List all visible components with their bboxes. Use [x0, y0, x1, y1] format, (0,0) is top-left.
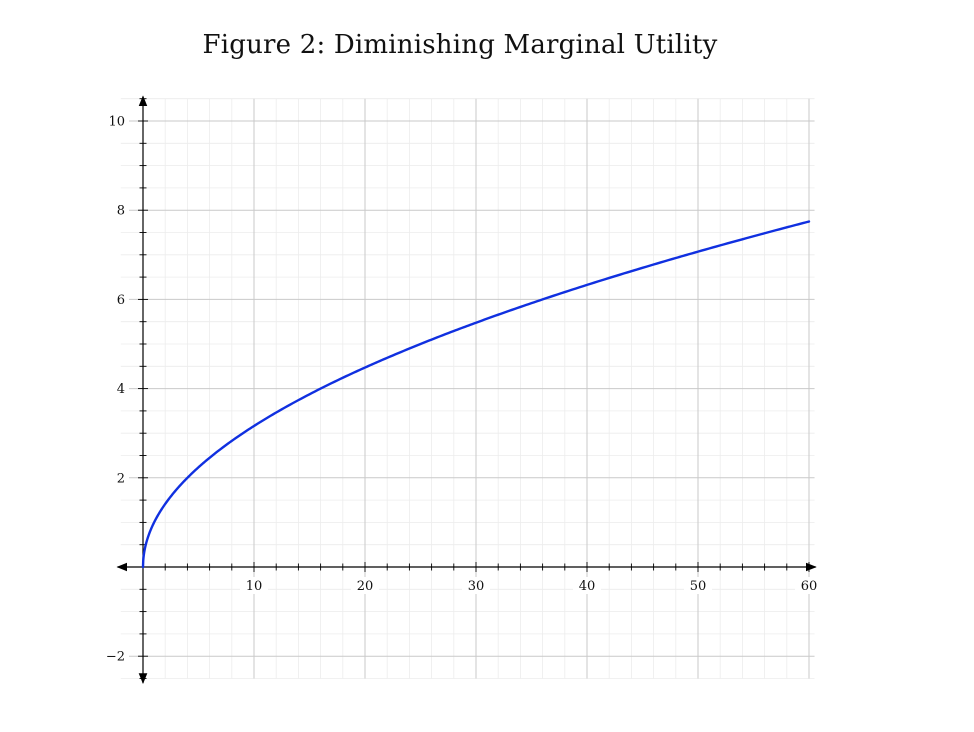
- x-tick-label: 60: [801, 579, 818, 594]
- axes: [116, 95, 817, 685]
- x-tick-label: 40: [579, 579, 596, 594]
- y-tick-label-bg: [97, 468, 129, 486]
- major-grid: [120, 98, 815, 679]
- x-tick-label-bg: [795, 577, 823, 594]
- y-tick-label-bg: [97, 379, 129, 397]
- figure-title: Figure 2: Diminishing Marginal Utility: [202, 30, 718, 60]
- y-tick-label: 6: [117, 293, 125, 308]
- tick-marks: [138, 98, 810, 679]
- x-tick-label-bg: [684, 577, 712, 594]
- x-tick-label-bg: [462, 577, 490, 594]
- y-tick-label: 10: [108, 115, 125, 130]
- y-tick-label: 8: [117, 204, 125, 219]
- y-tick-label: 2: [117, 471, 125, 486]
- y-tick-label: 4: [117, 382, 125, 397]
- x-tick-label: 20: [357, 579, 374, 594]
- y-tick-label-bg: [97, 290, 129, 308]
- x-tick-label: 30: [468, 579, 485, 594]
- tick-labels: 10 20 30 40 50 60 −2 2 4 6 8 10: [97, 112, 823, 665]
- y-tick-label: −2: [106, 650, 125, 665]
- x-tick-label-bg: [573, 577, 601, 594]
- series-group: [141, 220, 811, 569]
- y-tick-label-bg: [97, 112, 129, 129]
- y-tick-label-bg: [97, 647, 129, 665]
- x-tick-label: 10: [246, 579, 263, 594]
- x-tick-label-bg: [351, 577, 379, 594]
- series-line: [141, 220, 811, 569]
- x-tick-label-bg: [240, 577, 268, 594]
- x-tick-label: 50: [690, 579, 707, 594]
- y-tick-label-bg: [97, 201, 129, 219]
